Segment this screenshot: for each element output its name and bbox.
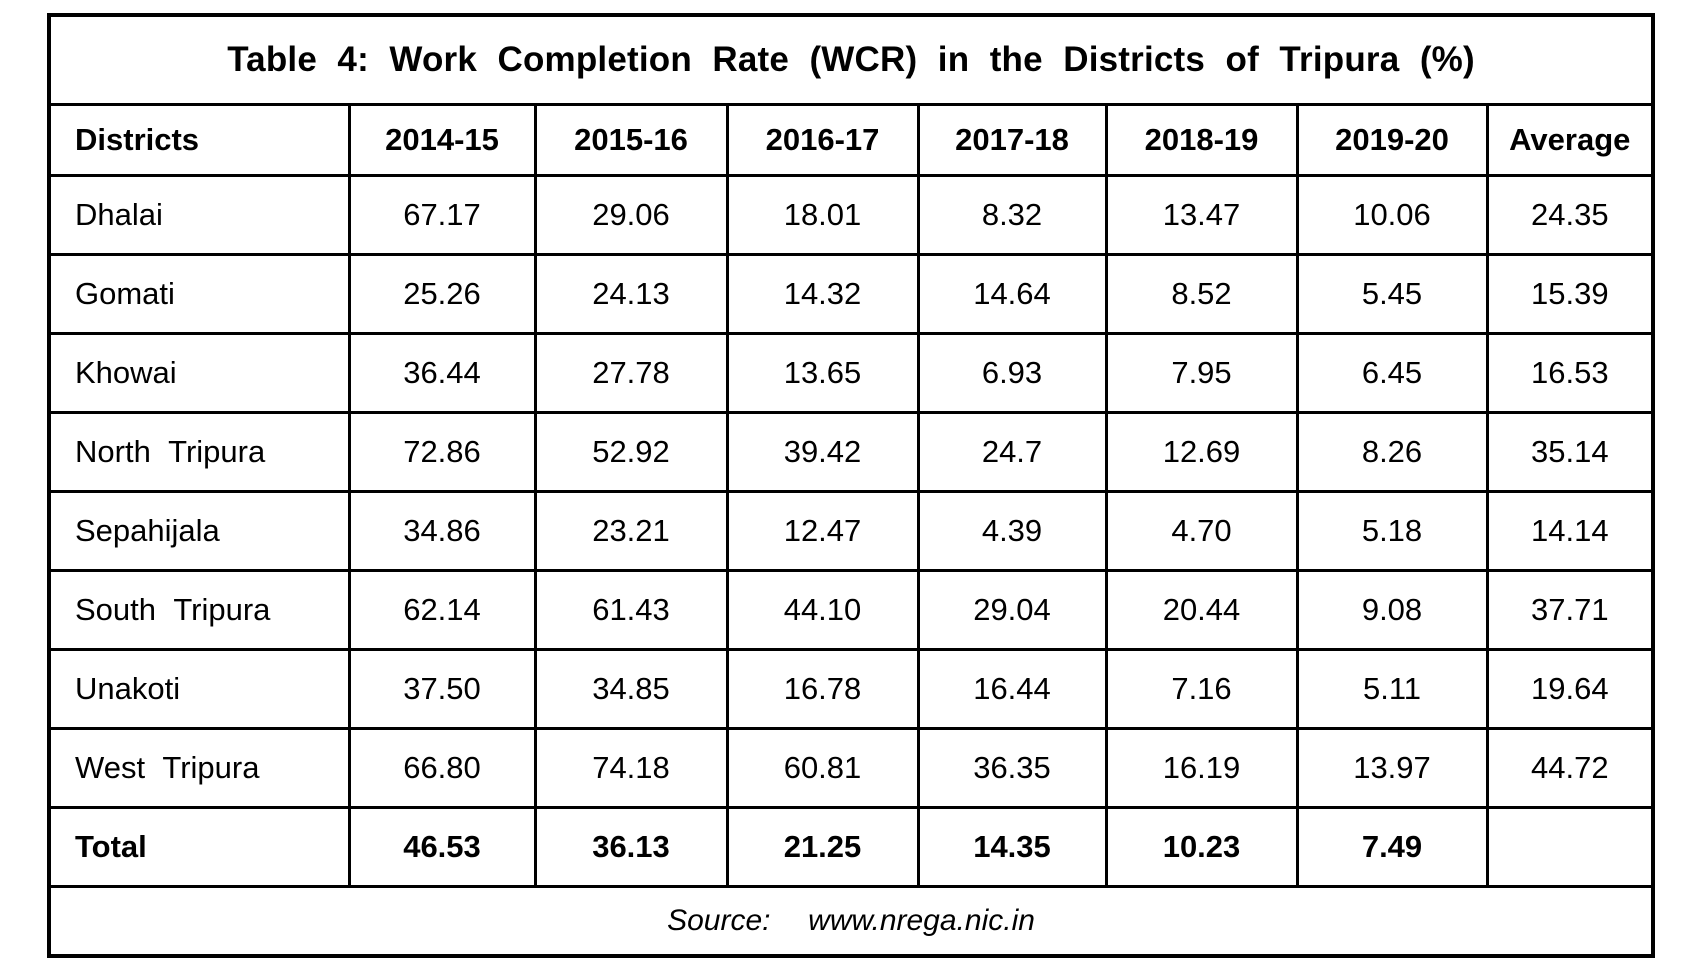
value-cell-2017-18: 4.39 [916,490,1108,572]
value-cell-2017-18: 29.04 [916,569,1108,651]
value-cell-2017-18: 14.64 [916,253,1108,335]
value-cell-2019-20: 5.11 [1295,648,1489,730]
wcr-table: Table 4: Work Completion Rate (WCR) in t… [47,13,1656,958]
value-cell-2014-15: 36.44 [347,332,537,414]
value-cell-2016-17: 18.01 [725,174,920,256]
value-cell-average: 19.64 [1485,648,1655,730]
value-cell-2017-18: 6.93 [916,332,1108,414]
district-row-dhalai: Dhalai 67.17 29.06 18.01 8.32 13.47 10.06 24.35 [47,174,1655,256]
value-cell-2015-16: 74.18 [533,727,729,809]
total-row: Total 46.53 36.13 21.25 14.35 10.23 7.49 [47,806,1655,888]
value-cell-2019-20: 6.45 [1295,332,1489,414]
value-cell-2017-18: 36.35 [916,727,1108,809]
total-label-cell: Total [47,806,351,888]
value-cell-2016-17: 14.32 [725,253,920,335]
value-cell-2017-18: 8.32 [916,174,1108,256]
district-row-gomati: Gomati 25.26 24.13 14.32 14.64 8.52 5.45 15.39 [47,253,1655,335]
value-cell-2015-16: 27.78 [533,332,729,414]
district-row-south-tripura: South Tripura 62.14 61.43 44.10 29.04 20.44 9.… [47,569,1655,651]
column-header-2015-16: 2015-16 [533,103,729,177]
value-cell-2014-15: 34.86 [347,490,537,572]
district-row-west-tripura: West Tripura 66.80 74.18 60.81 36.35 16.19 13.… [47,727,1655,809]
value-cell-average: 37.71 [1485,569,1655,651]
column-header-districts: Districts [47,103,351,177]
district-name-cell: South Tripura [47,569,351,651]
value-cell-2017-18: 16.44 [916,648,1108,730]
value-cell-average: 44.72 [1485,727,1655,809]
value-cell-2019-20: 10.06 [1295,174,1489,256]
value-cell-2017-18: 24.7 [916,411,1108,493]
value-cell-2018-19: 7.16 [1104,648,1299,730]
value-cell-2014-15: 62.14 [347,569,537,651]
column-header-2018-19: 2018-19 [1104,103,1299,177]
value-cell-2016-17: 12.47 [725,490,920,572]
value-cell-2014-15: 72.86 [347,411,537,493]
value-cell-2014-15: 66.80 [347,727,537,809]
value-cell-2018-19: 13.47 [1104,174,1299,256]
value-cell-2018-19: 10.23 [1104,806,1299,888]
value-cell-2018-19: 4.70 [1104,490,1299,572]
value-cell-2016-17: 16.78 [725,648,920,730]
value-cell-2016-17: 39.42 [725,411,920,493]
column-header-2014-15: 2014-15 [347,103,537,177]
value-cell-2015-16: 29.06 [533,174,729,256]
column-header-2019-20: 2019-20 [1295,103,1489,177]
value-cell-2015-16: 24.13 [533,253,729,335]
district-name-cell: Khowai [47,332,351,414]
value-cell-2018-19: 12.69 [1104,411,1299,493]
district-name-cell: Gomati [47,253,351,335]
district-row-sepahijala: Sepahijala 34.86 23.21 12.47 4.39 4.70 5.18 14.… [47,490,1655,572]
table-container: Table 4: Work Completion Rate (WCR) in t… [47,13,1656,958]
value-cell-2015-16: 61.43 [533,569,729,651]
value-cell-2015-16: 52.92 [533,411,729,493]
value-cell-2017-18: 14.35 [916,806,1108,888]
value-cell-2018-19: 16.19 [1104,727,1299,809]
value-cell-average: 16.53 [1485,332,1655,414]
district-name-cell: Sepahijala [47,490,351,572]
value-cell-2016-17: 13.65 [725,332,920,414]
value-cell-average: 14.14 [1485,490,1655,572]
value-cell-2019-20: 7.49 [1295,806,1489,888]
value-cell-2014-15: 25.26 [347,253,537,335]
table-title: Table 4: Work Completion Rate (WCR) in t… [47,13,1655,106]
column-header-average: Average [1485,103,1655,177]
value-cell-2019-20: 13.97 [1295,727,1489,809]
value-cell-2019-20: 5.18 [1295,490,1489,572]
district-row-north-tripura: North Tripura 72.86 52.92 39.42 24.7 12.69 8.2… [47,411,1655,493]
value-cell-average: 24.35 [1485,174,1655,256]
value-cell-average: 35.14 [1485,411,1655,493]
column-header-2016-17: 2016-17 [725,103,920,177]
value-cell-2016-17: 60.81 [725,727,920,809]
value-cell-2015-16: 23.21 [533,490,729,572]
district-name-cell: North Tripura [47,411,351,493]
column-header-2017-18: 2017-18 [916,103,1108,177]
district-name-cell: Unakoti [47,648,351,730]
value-cell-2015-16: 36.13 [533,806,729,888]
value-cell-2018-19: 20.44 [1104,569,1299,651]
value-cell-2014-15: 67.17 [347,174,537,256]
title-row: Table 4: Work Completion Rate (WCR) in t… [47,13,1655,106]
value-cell-2018-19: 8.52 [1104,253,1299,335]
value-cell-2019-20: 9.08 [1295,569,1489,651]
value-cell-2019-20: 8.26 [1295,411,1489,493]
value-cell-2019-20: 5.45 [1295,253,1489,335]
value-cell-2016-17: 44.10 [725,569,920,651]
value-cell-2014-15: 37.50 [347,648,537,730]
value-cell-2016-17: 21.25 [725,806,920,888]
source-row: Source: www.nrega.nic.in [47,885,1655,958]
table-source: Source: www.nrega.nic.in [47,885,1655,958]
value-cell-average: 15.39 [1485,253,1655,335]
value-cell-2018-19: 7.95 [1104,332,1299,414]
value-cell-2014-15: 46.53 [347,806,537,888]
header-row: Districts 2014-15 2015-16 2016-17 2017-18 201… [47,103,1655,177]
district-row-khowai: Khowai 36.44 27.78 13.65 6.93 7.95 6.45 16.53 [47,332,1655,414]
district-name-cell: West Tripura [47,727,351,809]
district-row-unakoti: Unakoti 37.50 34.85 16.78 16.44 7.16 5.11 19.64 [47,648,1655,730]
value-cell-average [1485,806,1655,888]
value-cell-2015-16: 34.85 [533,648,729,730]
district-name-cell: Dhalai [47,174,351,256]
